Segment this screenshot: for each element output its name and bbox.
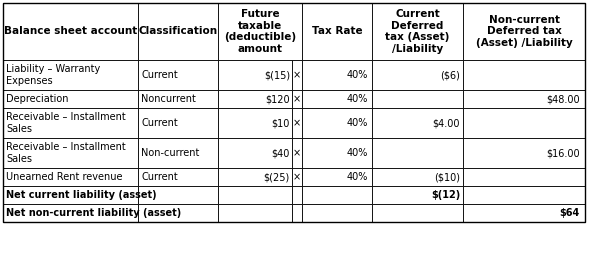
Bar (218, 138, 292, 168)
Bar (3, 138, 138, 168)
Text: ×: × (293, 172, 301, 182)
Bar (3, 108, 138, 138)
Text: 40%: 40% (347, 70, 368, 80)
Text: Non-current
Deferred tax
(Asset) /Liability: Non-current Deferred tax (Asset) /Liabil… (476, 15, 572, 48)
Text: ×: × (293, 118, 301, 128)
Text: Current
Deferred
tax (Asset)
/Liability: Current Deferred tax (Asset) /Liability (385, 9, 450, 54)
Bar (3, 204, 138, 222)
Bar (302, 3, 372, 60)
Bar (292, 108, 302, 138)
Text: $4.00: $4.00 (432, 118, 460, 128)
Bar (3, 168, 138, 186)
Text: 40%: 40% (347, 172, 368, 182)
Text: Current: Current (141, 70, 178, 80)
Text: $(15): $(15) (264, 70, 290, 80)
Text: ×: × (293, 70, 301, 80)
Bar (302, 90, 372, 108)
Bar (218, 108, 292, 138)
Text: $(25): $(25) (264, 172, 290, 182)
Text: Unearned Rent revenue: Unearned Rent revenue (6, 172, 123, 182)
Text: Current: Current (141, 172, 178, 182)
Bar (372, 138, 463, 168)
Text: Current: Current (141, 118, 178, 128)
Text: Classification: Classification (139, 26, 218, 36)
Text: 40%: 40% (347, 94, 368, 104)
Bar (463, 204, 585, 222)
Text: ×: × (293, 94, 301, 104)
Bar (302, 60, 372, 90)
Bar (302, 138, 372, 168)
Bar (292, 90, 302, 108)
Text: Net current liability (asset): Net current liability (asset) (6, 190, 156, 200)
Text: ×: × (293, 148, 301, 158)
Bar (292, 168, 302, 186)
Bar (292, 204, 302, 222)
Text: $10: $10 (271, 118, 290, 128)
Bar (138, 108, 218, 138)
Text: $(12): $(12) (431, 190, 460, 200)
Bar (302, 204, 372, 222)
Bar (218, 60, 292, 90)
Text: 40%: 40% (347, 118, 368, 128)
Bar (218, 90, 292, 108)
Bar (302, 168, 372, 186)
Text: $40: $40 (271, 148, 290, 158)
Bar (372, 108, 463, 138)
Text: Receivable – Installment
Sales: Receivable – Installment Sales (6, 112, 126, 134)
Bar (3, 3, 138, 60)
Bar (218, 168, 292, 186)
Text: ($6): ($6) (440, 70, 460, 80)
Text: $48.00: $48.00 (546, 94, 580, 104)
Bar (463, 60, 585, 90)
Text: $120: $120 (266, 94, 290, 104)
Bar (218, 204, 292, 222)
Bar (138, 204, 218, 222)
Text: Receivable – Installment
Sales: Receivable – Installment Sales (6, 142, 126, 164)
Bar (372, 90, 463, 108)
Bar (138, 3, 218, 60)
Bar (138, 90, 218, 108)
Text: Future
taxable
(deductible)
amount: Future taxable (deductible) amount (224, 9, 296, 54)
Bar (463, 3, 585, 60)
Text: Balance sheet account: Balance sheet account (4, 26, 137, 36)
Bar (372, 60, 463, 90)
Bar (138, 60, 218, 90)
Bar (372, 168, 463, 186)
Text: $16.00: $16.00 (546, 148, 580, 158)
Bar (292, 138, 302, 168)
Bar (292, 186, 302, 204)
Bar (292, 60, 302, 90)
Text: Net non-current liability (asset): Net non-current liability (asset) (6, 208, 181, 218)
Text: Tax Rate: Tax Rate (312, 26, 362, 36)
Bar (302, 186, 372, 204)
Bar (463, 186, 585, 204)
Bar (372, 3, 463, 60)
Bar (463, 168, 585, 186)
Bar (138, 186, 218, 204)
Bar (218, 3, 302, 60)
Bar (3, 186, 138, 204)
Text: Depreciation: Depreciation (6, 94, 68, 104)
Bar (372, 186, 463, 204)
Bar (3, 90, 138, 108)
Bar (302, 108, 372, 138)
Text: 40%: 40% (347, 148, 368, 158)
Bar (138, 168, 218, 186)
Bar (463, 108, 585, 138)
Bar (3, 60, 138, 90)
Bar (3, 3, 585, 222)
Bar (463, 90, 585, 108)
Text: ($10): ($10) (434, 172, 460, 182)
Text: Non-current: Non-current (141, 148, 199, 158)
Bar (138, 138, 218, 168)
Text: Noncurrent: Noncurrent (141, 94, 196, 104)
Bar (372, 204, 463, 222)
Bar (463, 138, 585, 168)
Bar (218, 186, 292, 204)
Text: Liability – Warranty
Expenses: Liability – Warranty Expenses (6, 64, 100, 86)
Text: $64: $64 (560, 208, 580, 218)
